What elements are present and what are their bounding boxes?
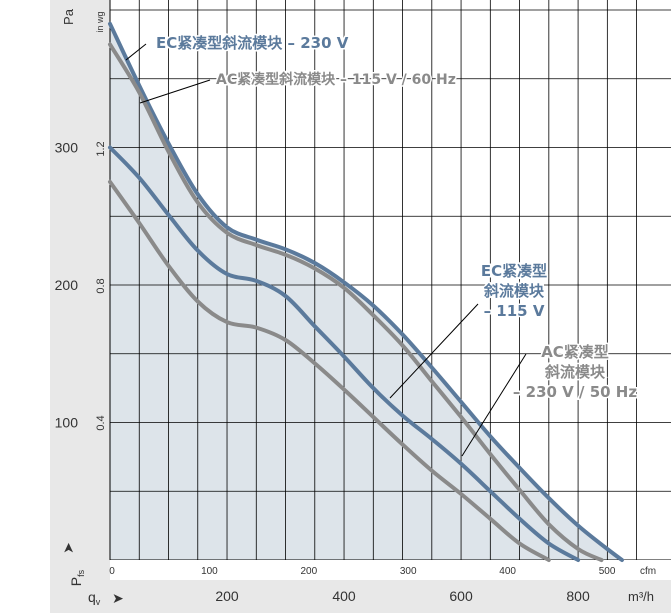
annotation-line: AC紧凑型	[541, 343, 609, 361]
qv-label-main: q	[88, 589, 96, 605]
annotation-leader-line	[461, 353, 527, 457]
y-pa-tick-label: 300	[55, 140, 79, 156]
annotation-label: EC紧凑型斜流模块 – 230 V	[156, 34, 349, 52]
unit-cfm: cfm	[640, 566, 656, 577]
series-line-1	[108, 21, 624, 562]
annotation-label: AC紧凑型斜流模块 – 115 V / 60 Hz	[216, 71, 456, 88]
annotation-line: EC紧凑型斜流模块 – 230 V	[156, 34, 349, 52]
unit-inwg: in wg	[95, 11, 105, 32]
pfs-label-main: P	[68, 577, 84, 586]
unit-pa: Pa	[61, 8, 76, 25]
annotation-leader-line	[389, 303, 479, 399]
qv-arrow-icon: ➤	[112, 590, 124, 606]
cfm-scale-band	[110, 560, 671, 580]
x-m3h-tick-label: 200	[215, 588, 239, 604]
annotation-leaders	[125, 43, 527, 457]
annotation-leader-line	[125, 43, 147, 61]
x-m3h-tick-label: 400	[332, 588, 356, 604]
annotation-line: 斜流模块	[483, 282, 545, 300]
x-cfm-tick-label: 400	[499, 566, 516, 577]
x-cfm-tick-label: 200	[300, 566, 317, 577]
y-pa-tick-label: 200	[55, 277, 79, 293]
operating-envelope	[110, 23, 622, 561]
series-line-2	[108, 42, 604, 562]
unit-m3h: m³/h	[628, 589, 654, 604]
y-inwg-tick-label: 0.4	[95, 415, 107, 430]
x-m3h-tick-label: 600	[449, 588, 473, 604]
annotations: EC紧凑型斜流模块 – 230 V AC紧凑型斜流模块 – 115 V / 60 …	[155, 33, 639, 403]
annotation-leader-line	[139, 79, 211, 104]
left-axis-band	[50, 0, 110, 580]
y-pa-tick-label: 100	[55, 415, 79, 431]
qv-label-sub: v	[96, 597, 101, 607]
annotation-line: – 230 V / 50 Hz	[513, 383, 637, 401]
annotation-line: EC紧凑型	[481, 262, 547, 280]
x-m3h-tick-label: 800	[566, 588, 590, 604]
tick-labels: 100 200 300 0.4 0.8 1.2 0 100 200 300 400 500 200 400…	[55, 140, 616, 605]
annotation-line: AC紧凑型斜流模块 – 115 V / 60 Hz	[216, 71, 456, 88]
series-group	[108, 21, 624, 562]
annotation-line: 斜流模块	[544, 363, 606, 381]
y-inwg-tick-label: 0.8	[95, 278, 107, 293]
pfs-label-sub: fs	[76, 569, 86, 577]
bottom-axis-band	[50, 580, 671, 613]
pfs-arrow-icon: ➤	[60, 542, 76, 554]
series-line-3	[108, 145, 581, 562]
x-cfm-tick-label: 500	[599, 566, 616, 577]
x-cfm-tick-label: 300	[400, 566, 417, 577]
x-cfm-tick-label: 100	[201, 566, 218, 577]
series-line-4	[108, 179, 551, 562]
annotation-line: – 115 V	[484, 302, 545, 320]
qv-label: qv	[88, 589, 101, 607]
annotation-label: EC紧凑型斜流模块 – 115 V	[481, 262, 547, 320]
pfs-label: Pfs	[68, 569, 86, 586]
x-cfm-tick-label: 0	[109, 566, 115, 577]
y-inwg-tick-label: 1.2	[95, 141, 107, 156]
annotation-label: AC紧凑型斜流模块 – 230 V / 50 Hz	[513, 343, 637, 401]
